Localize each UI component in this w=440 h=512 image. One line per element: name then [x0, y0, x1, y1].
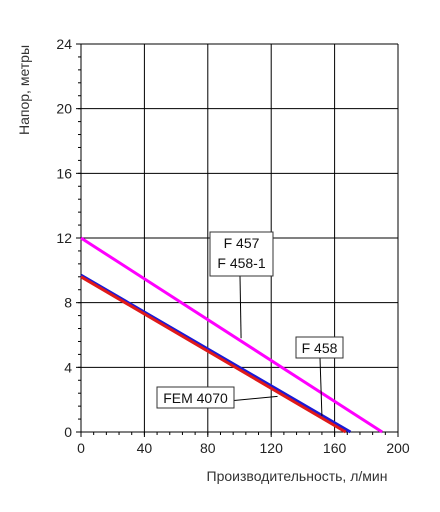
- y-tick-label: 20: [56, 101, 72, 117]
- leader-line: [239, 275, 242, 339]
- leader-line: [233, 395, 278, 401]
- y-tick-label: 12: [56, 230, 72, 246]
- annotation-box: [295, 336, 344, 359]
- annotation-label: F 458: [302, 340, 338, 356]
- y-tick-label: 8: [64, 295, 72, 311]
- series-line-0: [80, 236, 383, 434]
- x-axis-label: Производительность, л/мин: [207, 468, 388, 484]
- x-tick-label: 80: [200, 440, 216, 456]
- annotation-label: FEM 4070: [163, 390, 228, 406]
- x-tick-label: 200: [386, 440, 410, 456]
- annotation-box: [156, 386, 235, 409]
- y-tick-label: 0: [64, 424, 72, 440]
- x-tick-label: 40: [137, 440, 153, 456]
- annotation-label: F 457: [224, 235, 260, 251]
- annotation-callout: F 457 F 458-1: [209, 231, 274, 339]
- y-tick-label: 16: [56, 165, 72, 181]
- y-tick-label: 4: [64, 359, 72, 375]
- tick-labels: 0 40 80 120 160 200 0 4 8 12 16 20 24: [56, 36, 409, 456]
- x-tick-label: 160: [323, 440, 347, 456]
- y-axis-label: Напор, метры: [16, 45, 32, 135]
- annotation-callout: F 458: [295, 336, 344, 416]
- annotation-label: F 458-1: [217, 255, 265, 271]
- y-tick-label: 24: [56, 36, 72, 52]
- annotation-box: [209, 231, 274, 277]
- leader-line: [319, 357, 323, 416]
- x-tick-label: 0: [77, 440, 85, 456]
- series-line-1: [80, 273, 352, 434]
- annotations: F 457 F 458-1 F 458 FEM 4070: [156, 231, 344, 416]
- series-line-2: [80, 275, 347, 434]
- x-tick-label: 120: [260, 440, 284, 456]
- series-lines: [80, 236, 383, 434]
- annotation-callout: FEM 4070: [156, 386, 278, 409]
